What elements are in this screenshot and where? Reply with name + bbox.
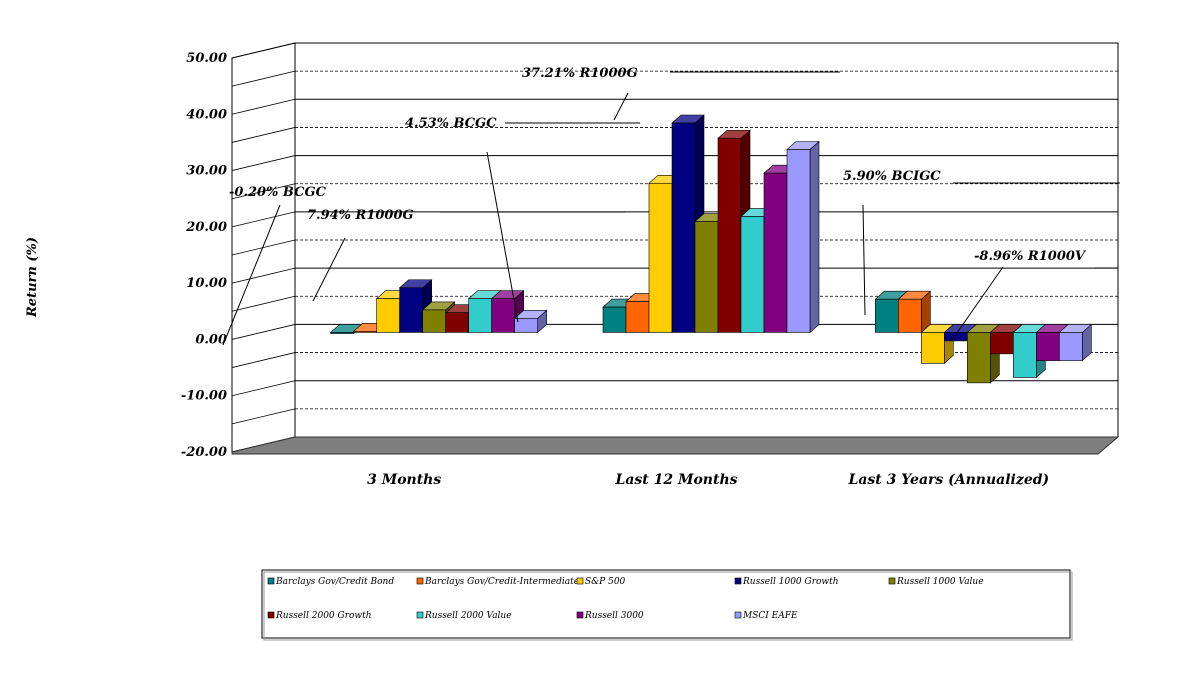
annotation-label: 4.53% BCGC — [405, 116, 497, 131]
bar — [786, 140, 820, 334]
legend-item: Russell 2000 Growth — [267, 611, 372, 621]
gridline-side — [231, 211, 296, 228]
bar — [897, 290, 932, 334]
legend-box — [261, 569, 1071, 639]
legend-label: Russell 2000 Growth — [275, 611, 372, 621]
gridline-side — [231, 324, 296, 340]
x-category-label: 3 Months — [367, 472, 441, 488]
annotation: 4.53% BCGC — [405, 116, 519, 323]
annotation-label: -8.96% R1000V — [974, 249, 1087, 264]
gridline-side — [231, 380, 296, 397]
y-tick-label: 0.00 — [195, 332, 227, 347]
legend-label: S&P 500 — [585, 577, 626, 587]
legend-item: MSCI EAFE — [734, 611, 798, 621]
gridline-side — [231, 183, 296, 200]
legend-swatch — [576, 577, 584, 585]
gridline-side — [231, 70, 296, 87]
gridline-side — [231, 42, 296, 59]
y-axis-label: Return (%) — [25, 237, 40, 318]
annotation-label: -0.20% BCGC — [229, 185, 327, 200]
y-tick-label: 30.00 — [186, 164, 227, 179]
y-tick-label: 40.00 — [186, 107, 227, 122]
legend-swatch — [888, 577, 896, 585]
gridline-side — [231, 408, 296, 425]
bar — [513, 309, 548, 334]
chart-annotations: -0.20% BCGC 7.94% R1000G 4.53% BCGC 37.21% … — [222, 66, 1120, 346]
legend: Barclays Gov/Credit Bond Barclays Gov/Cre… — [261, 569, 1073, 641]
annotation: -0.20% BCGC — [222, 185, 327, 346]
legend-swatch — [416, 611, 424, 619]
legend-swatch — [576, 611, 584, 619]
legend-label: Barclays Gov/Credit-Intermediate — [424, 577, 579, 587]
y-tick-label: -10.00 — [181, 389, 227, 404]
gridline-side — [231, 295, 296, 312]
legend-shadow — [263, 571, 1073, 641]
y-tick-label: 50.00 — [186, 51, 227, 66]
legend-item: Russell 2000 Value — [416, 611, 512, 621]
x-category-label: Last 12 Months — [614, 472, 737, 488]
annotation: -8.96% R1000V — [951, 249, 1087, 341]
legend-item: Barclays Gov/Credit Bond — [267, 577, 394, 587]
legend-label: Russell 2000 Value — [424, 611, 512, 621]
chart-floor — [231, 436, 1120, 455]
gridline-side — [231, 155, 296, 171]
bar — [1058, 323, 1093, 362]
legend-label: Russell 1000 Value — [896, 577, 984, 587]
chart-floor-plane — [231, 436, 1120, 455]
legend-swatch — [734, 577, 742, 585]
annotation: 5.90% BCIGC — [843, 169, 941, 316]
annotation-label: 37.21% R1000G — [522, 66, 638, 81]
gridline-side — [231, 127, 296, 143]
legend-label: MSCI EAFE — [742, 611, 798, 621]
gridline-side — [231, 239, 296, 256]
legend-swatch — [734, 611, 742, 619]
legend-item: S&P 500 — [576, 577, 626, 587]
annotation-label: 7.94% R1000G — [307, 208, 414, 223]
y-axis-ticks: 50.00 40.00 30.00 20.00 10.00 0.00 -10.00 -20.0… — [181, 51, 227, 460]
chart-bars — [329, 114, 1093, 384]
gridline-side — [231, 98, 296, 115]
legend-item: Russell 1000 Growth — [734, 577, 839, 587]
x-category-label: Last 3 Years (Annualized) — [848, 472, 1050, 488]
legend-label: Russell 3000 — [584, 611, 644, 621]
legend-swatch — [267, 611, 275, 619]
x-axis-categories: 3 Months Last 12 Months Last 3 Years (Annu… — [367, 472, 1049, 488]
legend-label: Russell 1000 Growth — [742, 577, 839, 587]
gridline-side — [231, 352, 296, 368]
annotation: 37.21% R1000G — [522, 66, 638, 121]
legend-item: Russell 1000 Value — [888, 577, 984, 587]
legend-item: Barclays Gov/Credit-Intermediate — [416, 577, 579, 587]
gridline-side — [231, 267, 296, 284]
legend-label: Barclays Gov/Credit Bond — [275, 577, 394, 587]
y-tick-label: 20.00 — [185, 220, 227, 235]
legend-swatch — [267, 577, 275, 585]
legend-swatch — [416, 577, 424, 585]
y-tick-label: 10.00 — [186, 276, 227, 291]
legend-item: Russell 3000 — [576, 611, 644, 621]
annotation: 7.94% R1000G — [307, 208, 414, 302]
annotation-label: 5.90% BCIGC — [843, 169, 941, 184]
y-tick-label: -20.00 — [181, 445, 227, 460]
